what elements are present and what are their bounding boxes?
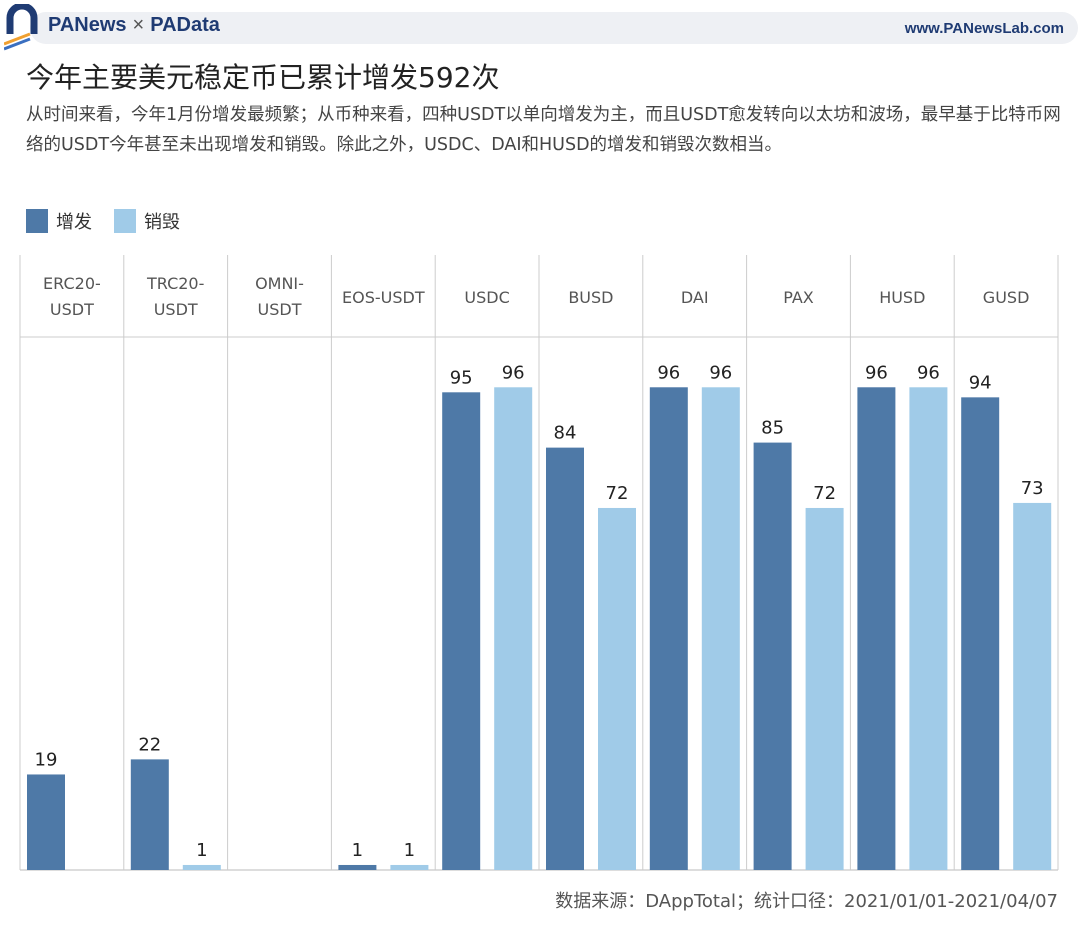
legend: 增发 销毁	[26, 208, 180, 234]
bar-issue	[130, 759, 169, 870]
bar-issue	[442, 392, 481, 870]
data-label: 96	[657, 362, 680, 383]
bar-issue	[857, 387, 896, 870]
bar-issue	[649, 387, 688, 870]
category-label: OMNI-USDT	[255, 274, 304, 319]
panews-logo-icon	[4, 4, 38, 51]
legend-swatch-issue	[26, 209, 48, 233]
brand-separator: ×	[132, 14, 145, 36]
data-label: 95	[450, 367, 473, 388]
data-label: 84	[554, 423, 577, 444]
brand-panews: PANews	[48, 14, 127, 36]
chart-title: 今年主要美元稳定币已累计增发592次	[26, 61, 500, 94]
category-label: DAI	[681, 288, 709, 307]
site-url: www.PANewsLab.com	[904, 20, 1064, 37]
bar-burn	[701, 387, 740, 870]
bar-burn	[805, 507, 844, 870]
bar-issue	[338, 864, 377, 870]
category-label: PAX	[783, 288, 814, 307]
data-label: 19	[35, 749, 58, 770]
brand-padata: PAData	[150, 14, 220, 36]
data-label: 1	[196, 840, 207, 861]
bar-burn	[390, 864, 429, 870]
header-bar	[30, 12, 1078, 44]
legend-item-issue: 增发	[26, 208, 92, 234]
category-label: TRC20-USDT	[146, 274, 204, 319]
data-label: 1	[352, 840, 363, 861]
data-label: 85	[761, 418, 784, 439]
data-label: 96	[917, 362, 940, 383]
data-label: 22	[138, 734, 161, 755]
chart-subtitle: 从时间来看，今年1月份增发最频繁；从币种来看，四种USDT以单向增发为主，而且U…	[26, 105, 1061, 155]
data-label: 96	[502, 362, 525, 383]
category-label: EOS-USDT	[342, 288, 425, 307]
data-label: 96	[709, 362, 732, 383]
bar-issue	[961, 397, 1000, 870]
category-label: ERC20-USDT	[43, 274, 101, 319]
data-label: 96	[865, 362, 888, 383]
legend-label-burn: 销毁	[144, 212, 180, 233]
bar-burn	[1013, 502, 1052, 870]
bar-burn	[182, 864, 221, 870]
category-label: HUSD	[879, 288, 925, 307]
data-label: 73	[1021, 478, 1044, 499]
category-label: GUSD	[983, 288, 1030, 307]
bar-issue	[753, 442, 792, 870]
data-label: 1	[404, 840, 415, 861]
bar-issue	[27, 774, 65, 870]
bar-burn	[494, 387, 533, 870]
legend-item-burn: 销毁	[114, 208, 180, 234]
brand: PANews × PAData	[48, 14, 220, 37]
data-label: 72	[606, 483, 629, 504]
bar-burn	[909, 387, 948, 870]
bar-burn	[598, 507, 636, 870]
category-label: BUSD	[568, 288, 613, 307]
data-source: 数据来源：DAppTotal；统计口径：2021/01/01-2021/04/0…	[555, 891, 1058, 912]
bar-issue	[546, 447, 584, 870]
data-label: 72	[813, 483, 836, 504]
legend-swatch-burn	[114, 209, 136, 233]
data-label: 94	[969, 372, 992, 393]
legend-label-issue: 增发	[56, 212, 92, 233]
category-label: USDC	[464, 288, 509, 307]
